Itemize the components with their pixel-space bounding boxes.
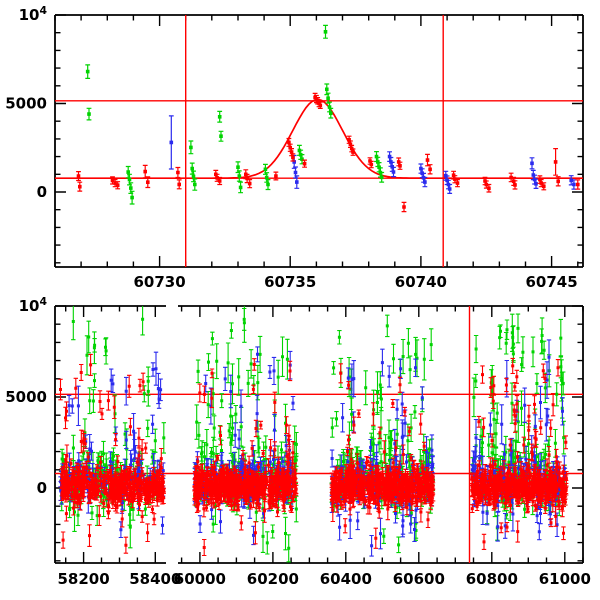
top-reference-lines [55,15,583,267]
x-tick-label: 58200 [58,570,110,588]
y-tick-label: 104 [19,295,48,315]
x-tick-label: 60740 [395,273,447,291]
x-tick-label: 60800 [466,570,518,588]
model-curve [55,98,582,180]
y-tick-label: 0 [37,479,47,497]
series-green-band [85,24,385,205]
x-tick-label: 60735 [264,273,316,291]
x-tick-label: 58400 [129,570,181,588]
bottom-frame [54,305,584,564]
series-red-band [58,353,569,557]
x-tick-label: 60600 [393,570,445,588]
series-blue-band [168,115,577,194]
x-tick-label: 60400 [320,570,372,588]
top-frame [54,14,584,268]
x-tick-label: 61000 [539,570,591,588]
series-red-band [76,92,581,213]
y-tick-label: 5000 [5,388,47,406]
top-panel: 60730 60735 60740 60745 0 5000 104 [5,4,584,291]
y-tick-label: 0 [37,183,47,201]
y-tick-label: 5000 [5,95,47,113]
x-tick-label: 60000 [174,570,226,588]
x-tick-label: 60730 [134,273,186,291]
top-axis-ticks [54,14,583,267]
x-tick-label: 60745 [526,273,578,291]
bottom-axis-ticks [55,305,584,563]
y-tick-label: 104 [19,4,48,24]
x-tick-label: 60200 [247,570,299,588]
